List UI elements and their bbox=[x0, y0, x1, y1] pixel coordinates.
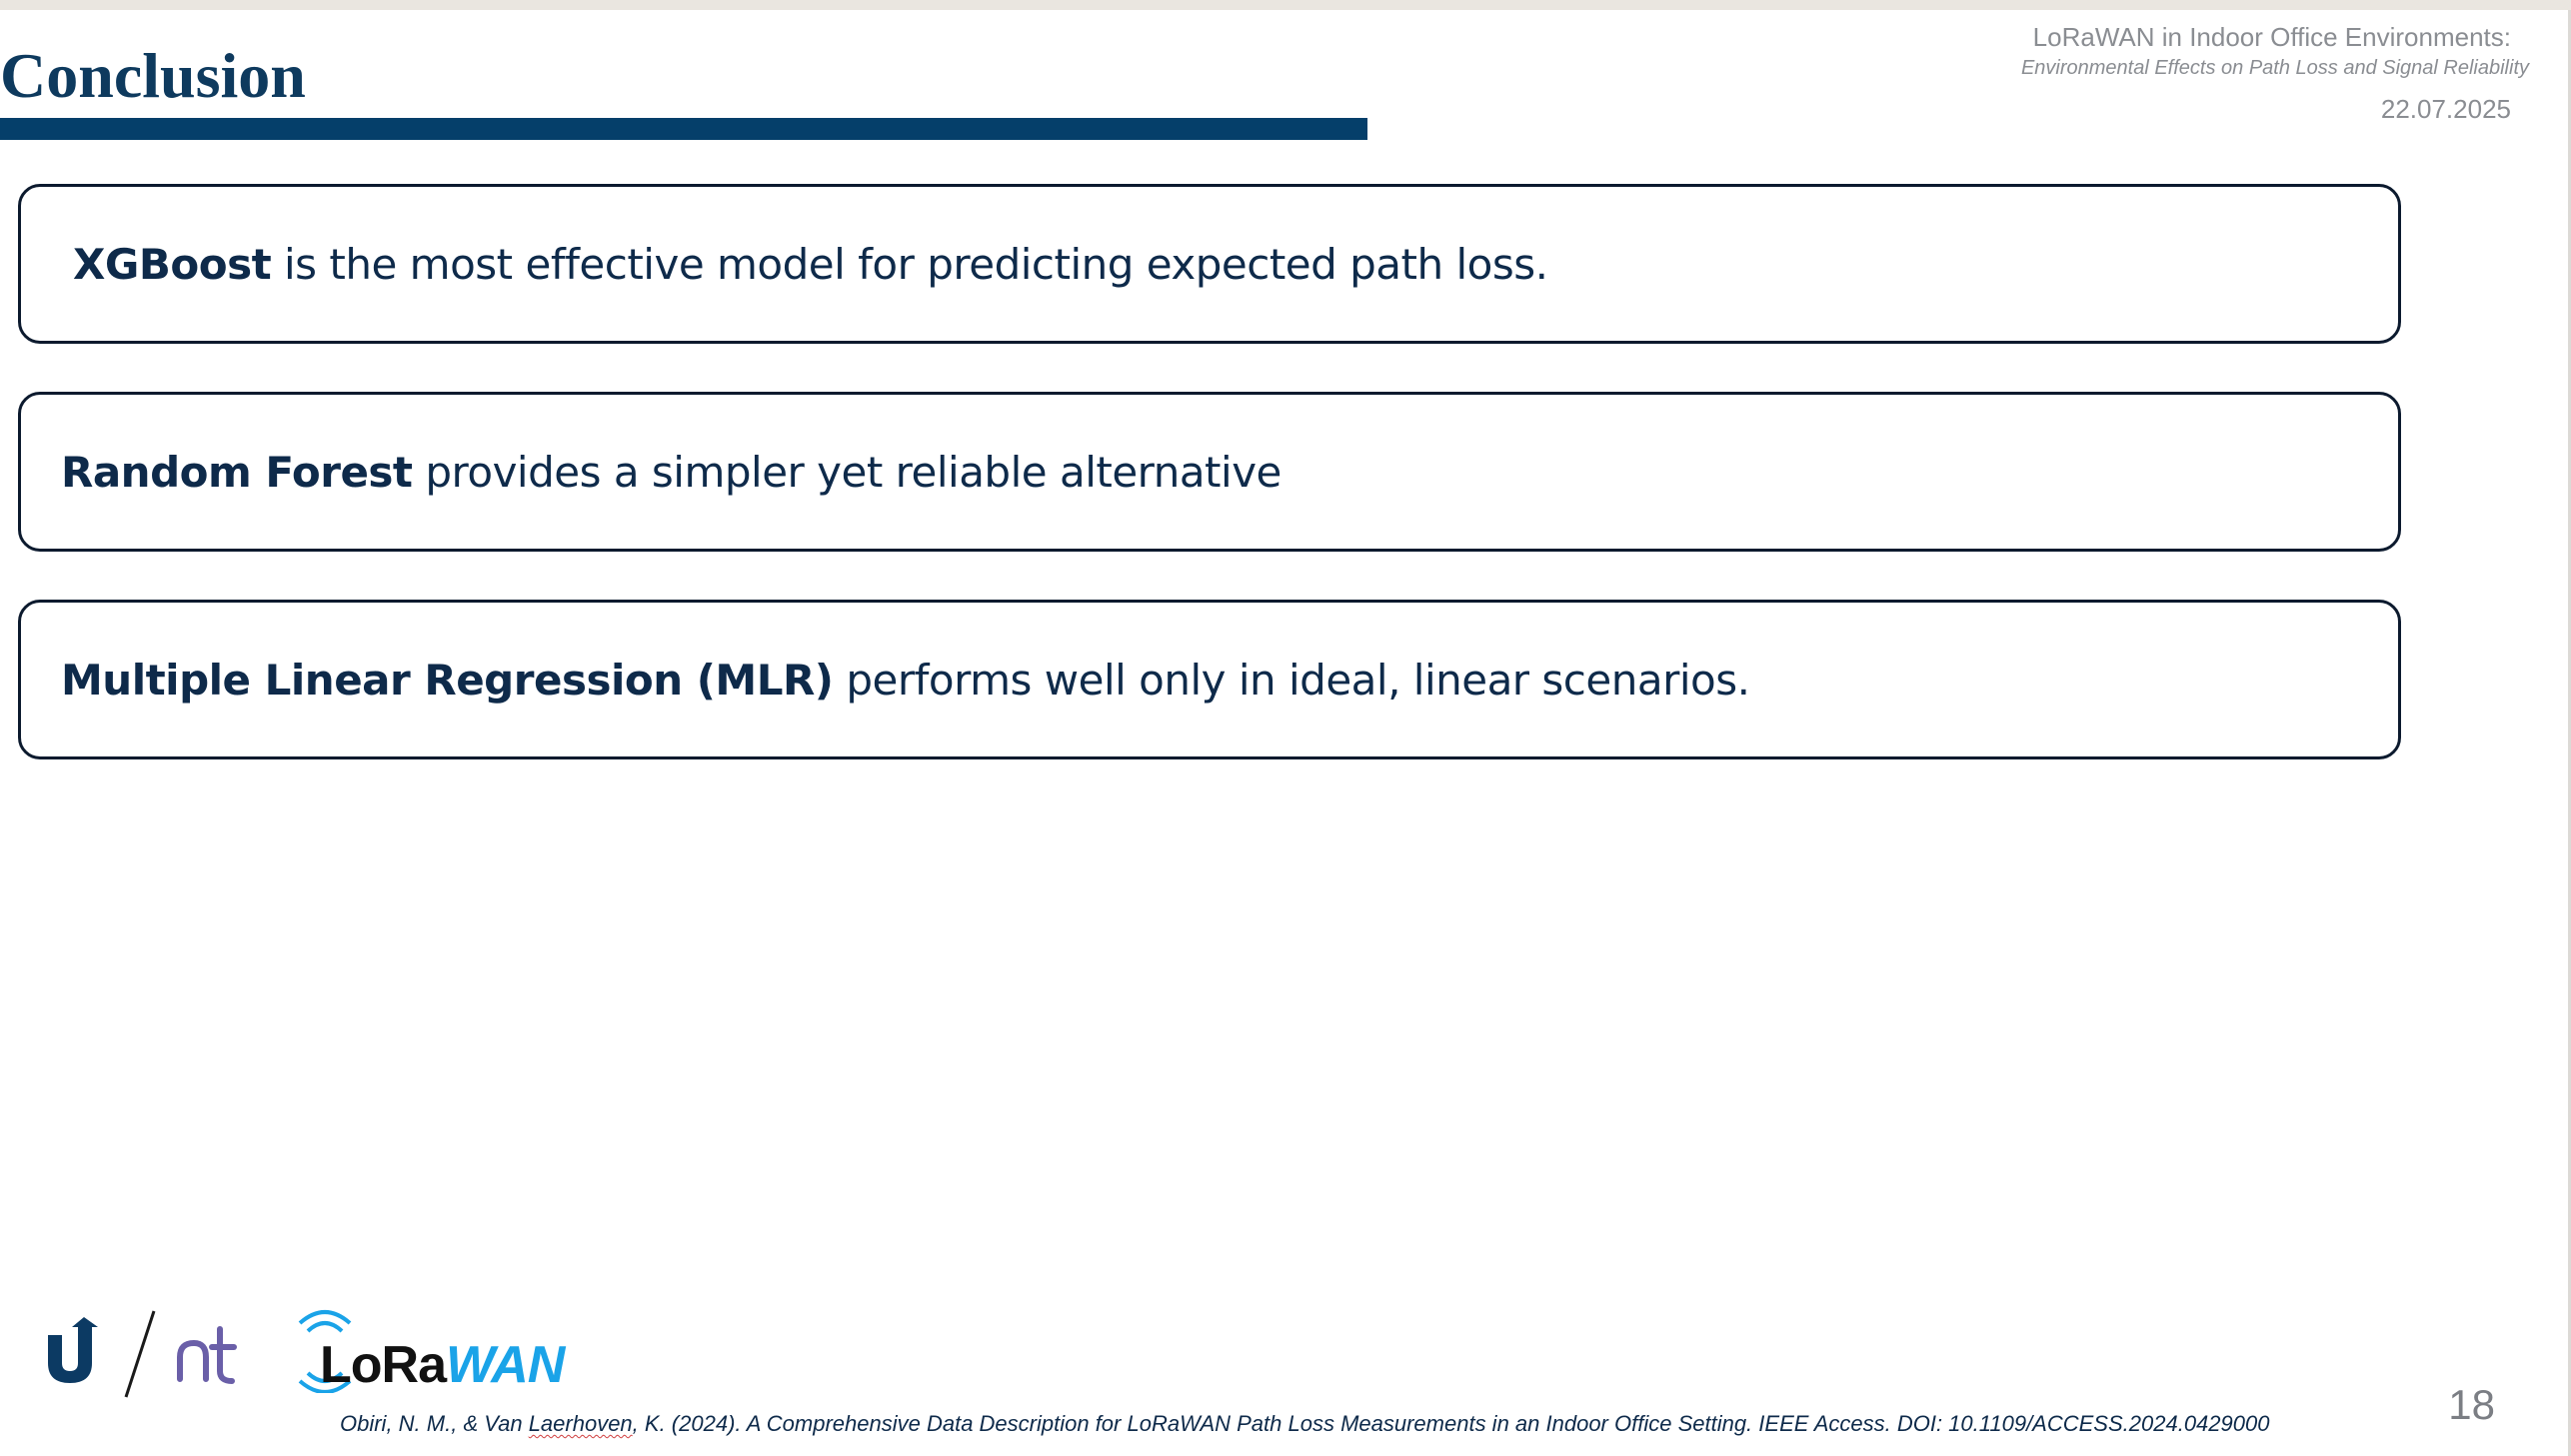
conclusion-card-body: provides a simpler yet reliable alternat… bbox=[412, 447, 1282, 497]
page-number: 18 bbox=[2448, 1381, 2495, 1428]
conclusion-card-body: performs well only in ideal, linear scen… bbox=[833, 655, 1750, 705]
conclusion-card-text: Random Forest provides a simpler yet rel… bbox=[61, 448, 1282, 497]
slide-top-strip bbox=[0, 0, 2571, 10]
lorawan-signal-icon bbox=[298, 1310, 352, 1393]
conclusion-card-xgboost: XGBoost is the most effective model for … bbox=[18, 184, 2401, 344]
conclusion-card-keyword: XGBoost bbox=[73, 239, 272, 289]
header-presentation-subtitle: Environmental Effects on Path Loss and S… bbox=[2020, 57, 2529, 79]
footer-citation: Obiri, N. M., & Van Laerhoven, K. (2024)… bbox=[340, 1411, 2269, 1437]
lorawan-logo-text-wan: WAN bbox=[446, 1336, 565, 1394]
conclusion-card-random-forest: Random Forest provides a simpler yet rel… bbox=[18, 392, 2401, 552]
conclusion-card-text: Multiple Linear Regression (MLR) perform… bbox=[61, 655, 1750, 705]
footer-logos: LoRaWAN bbox=[44, 1305, 565, 1405]
conclusion-card-keyword: Multiple Linear Regression (MLR) bbox=[61, 655, 834, 705]
citation-part: Obiri, N. M., & Van bbox=[340, 1411, 529, 1436]
citation-spellcheck-word: Laerhoven bbox=[528, 1411, 633, 1436]
slide-right-edge bbox=[2568, 10, 2571, 1456]
title-accent-bar bbox=[0, 118, 1367, 140]
divider-slash-icon bbox=[124, 1310, 156, 1398]
conclusion-card-keyword: Random Forest bbox=[61, 447, 413, 497]
conclusion-card-mlr: Multiple Linear Regression (MLR) perform… bbox=[18, 600, 2401, 759]
university-logo-icon bbox=[48, 1317, 98, 1383]
lorawan-logo-text-lora: LoRa bbox=[320, 1336, 447, 1394]
citation-part: , K. (2024). A Comprehensive Data Descri… bbox=[632, 1411, 2270, 1436]
nt-logo-icon bbox=[177, 1326, 237, 1384]
lorawan-logo-icon: LoRaWAN bbox=[320, 1335, 565, 1395]
header-date: 22.07.2025 bbox=[2380, 94, 2511, 124]
conclusion-card-text: XGBoost is the most effective model for … bbox=[73, 239, 1548, 289]
conclusion-card-body: is the most effective model for predicti… bbox=[271, 239, 1548, 289]
slide-title: Conclusion bbox=[0, 40, 306, 111]
header-presentation-title: LoRaWAN in Indoor Office Environments: bbox=[2032, 22, 2511, 52]
